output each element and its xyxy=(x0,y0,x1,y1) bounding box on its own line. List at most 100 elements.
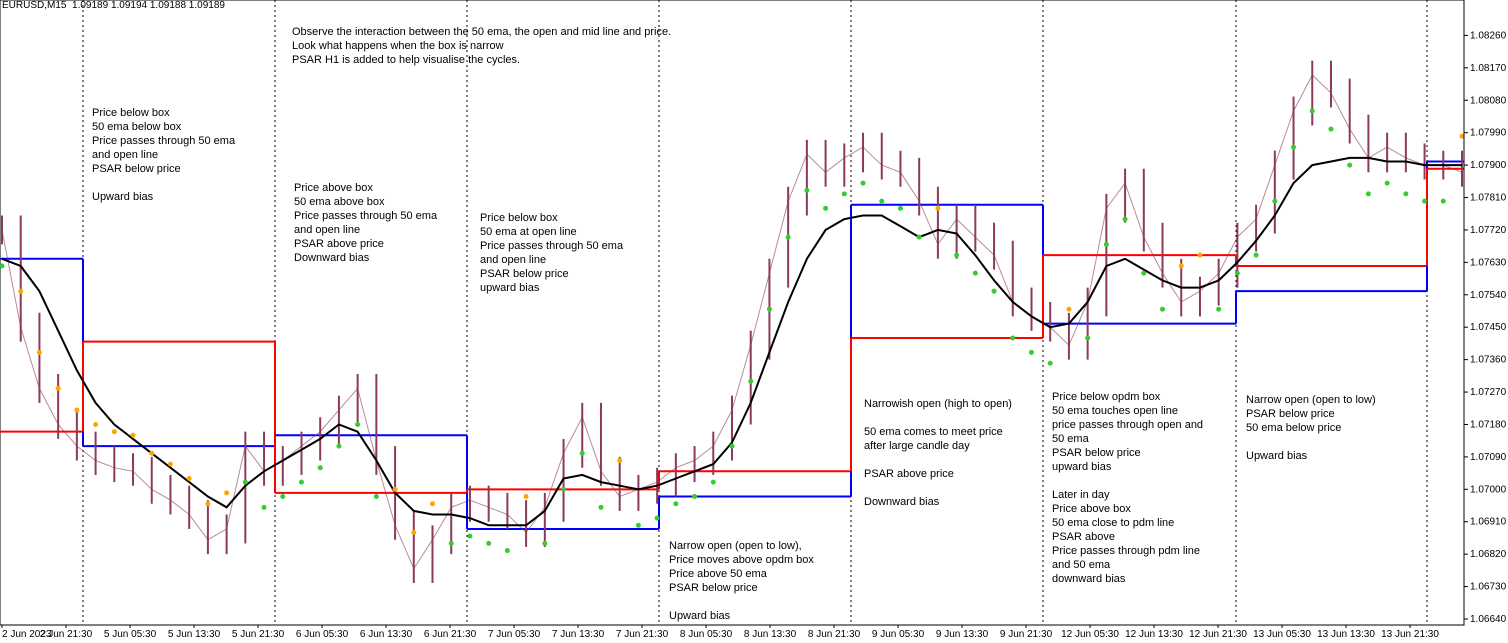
psar-dot-19 xyxy=(355,421,361,427)
psar-dot-3 xyxy=(55,385,61,391)
psar-dot-16 xyxy=(298,479,304,485)
annotation-box4: Narrow open (open to low), Price moves a… xyxy=(669,540,814,622)
psar-dot-30 xyxy=(561,486,567,492)
x-tick-label-0: 2 Jun 2023 xyxy=(2,629,52,640)
psar-dot-12 xyxy=(224,490,230,496)
psar-dot-35 xyxy=(654,515,660,521)
psar-dot-6 xyxy=(111,429,117,435)
psar-dot-56 xyxy=(1047,360,1053,366)
psar-dot-48 xyxy=(897,205,903,211)
psar-dot-74 xyxy=(1384,180,1390,186)
psar-dot-31 xyxy=(579,450,585,456)
annotation-box6: Price below opdm box 50 ema touches open… xyxy=(1052,391,1204,585)
ema-line xyxy=(1,156,1462,527)
annotation-box7: Narrow open (open to low) PSAR below pri… xyxy=(1246,394,1376,462)
psar-dot-54 xyxy=(1010,335,1016,341)
annotation-box3: Price below box 50 ema at open line Pric… xyxy=(480,212,624,294)
psar-dot-41 xyxy=(766,306,772,312)
annotation-box2: Price above box 50 ema above box Price p… xyxy=(294,182,438,264)
psar-dot-46 xyxy=(860,180,866,186)
y-tick-label-4: 1.07900 xyxy=(1470,160,1507,171)
annotation-top: Observe the interaction between the 50 e… xyxy=(292,26,672,66)
psar-dot-39 xyxy=(729,443,735,449)
psar-dot-45 xyxy=(841,191,847,197)
x-tick-label-13: 8 Jun 21:30 xyxy=(808,629,861,640)
x-tick-label-9: 7 Jun 13:30 xyxy=(552,629,605,640)
x-tick-label-4: 5 Jun 21:30 xyxy=(232,629,285,640)
psar-dot-55 xyxy=(1028,349,1034,355)
psar-dot-61 xyxy=(1141,270,1147,276)
psar-dot-73 xyxy=(1365,191,1371,197)
psar-dot-75 xyxy=(1403,191,1409,197)
y-tick-label-1: 1.08170 xyxy=(1470,63,1507,74)
psar-dot-72 xyxy=(1347,162,1353,168)
psar-dot-78 xyxy=(1459,133,1465,139)
psar-dot-10 xyxy=(186,476,192,482)
psar-dot-15 xyxy=(280,494,286,500)
psar-dot-70 xyxy=(1309,108,1315,114)
x-tick-label-16: 9 Jun 21:30 xyxy=(1000,629,1053,640)
x-tick-label-18: 12 Jun 13:30 xyxy=(1125,629,1183,640)
psar-dot-29 xyxy=(542,540,548,546)
y-tick-label-8: 1.07540 xyxy=(1470,290,1507,301)
psar-dot-51 xyxy=(954,252,960,258)
psar-dot-25 xyxy=(467,533,473,539)
psar-dot-14 xyxy=(261,504,267,510)
psar-dot-64 xyxy=(1197,252,1203,258)
psar-dot-50 xyxy=(935,205,941,211)
psar-dot-57 xyxy=(1066,306,1072,312)
psar-dot-60 xyxy=(1122,216,1128,222)
price-line xyxy=(1,74,1463,570)
y-tick-label-16: 1.06820 xyxy=(1470,549,1507,560)
psar-dot-47 xyxy=(879,198,885,204)
psar-dot-8 xyxy=(149,450,155,456)
x-tick-label-7: 6 Jun 21:30 xyxy=(424,629,477,640)
psar-dot-18 xyxy=(336,443,342,449)
x-tick-label-3: 5 Jun 13:30 xyxy=(168,629,221,640)
psar-dot-67 xyxy=(1253,252,1259,258)
psar-dot-13 xyxy=(242,479,248,485)
psar-dot-71 xyxy=(1328,126,1334,132)
psar-dot-69 xyxy=(1291,144,1297,150)
y-tick-label-15: 1.06910 xyxy=(1470,517,1507,528)
annotation-box1: Price below box 50 ema below box Price p… xyxy=(92,107,236,203)
x-tick-label-19: 12 Jun 21:30 xyxy=(1189,629,1247,640)
psar-dot-43 xyxy=(804,187,810,193)
psar-dot-7 xyxy=(130,432,136,438)
psar-dot-0 xyxy=(0,263,5,269)
psar-dot-23 xyxy=(430,501,436,507)
x-tick-label-11: 8 Jun 05:30 xyxy=(680,629,733,640)
psar-dot-44 xyxy=(823,205,829,211)
x-tick-label-5: 6 Jun 05:30 xyxy=(296,629,349,640)
psar-dot-36 xyxy=(673,501,679,507)
psar-dot-37 xyxy=(692,494,698,500)
chart-header: EURUSD,M15 1.09189 1.09194 1.09188 1.091… xyxy=(2,0,225,11)
x-tick-label-21: 13 Jun 13:30 xyxy=(1317,629,1375,640)
psar-dot-34 xyxy=(635,522,641,528)
psar-dot-62 xyxy=(1160,306,1166,312)
y-tick-label-7: 1.07630 xyxy=(1470,257,1507,268)
psar-dot-1 xyxy=(18,288,24,294)
psar-dot-17 xyxy=(317,465,323,471)
y-tick-label-17: 1.06730 xyxy=(1470,582,1507,593)
psar-dot-40 xyxy=(748,378,754,384)
x-tick-label-8: 7 Jun 05:30 xyxy=(488,629,541,640)
psar-dot-24 xyxy=(448,540,454,546)
y-tick-label-10: 1.07360 xyxy=(1470,355,1507,366)
psar-dot-58 xyxy=(1085,335,1091,341)
plot-area xyxy=(0,0,1465,626)
x-tick-label-12: 8 Jun 13:30 xyxy=(744,629,797,640)
x-tick-label-6: 6 Jun 13:30 xyxy=(360,629,413,640)
psar-dot-77 xyxy=(1440,198,1446,204)
psar-dot-33 xyxy=(617,457,623,463)
x-tick-label-17: 12 Jun 05:30 xyxy=(1061,629,1119,640)
psar-dot-68 xyxy=(1272,198,1278,204)
x-tick-label-2: 5 Jun 05:30 xyxy=(104,629,157,640)
y-tick-label-14: 1.07000 xyxy=(1470,484,1507,495)
y-tick-label-18: 1.06640 xyxy=(1470,614,1507,625)
psar-dot-4 xyxy=(74,407,80,413)
psar-dot-11 xyxy=(205,501,211,507)
y-tick-label-3: 1.07990 xyxy=(1470,128,1507,139)
y-tick-label-9: 1.07450 xyxy=(1470,322,1507,333)
